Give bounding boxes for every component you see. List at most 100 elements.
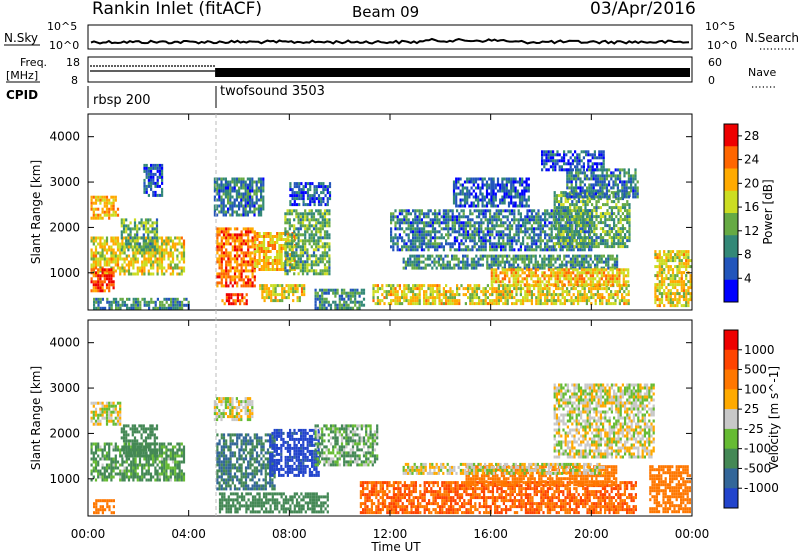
data-cell (581, 299, 584, 303)
data-cell (506, 236, 509, 240)
data-cell (412, 242, 415, 246)
data-cell (306, 239, 309, 243)
data-cell (554, 266, 557, 270)
data-cell (125, 269, 128, 273)
data-cell (412, 227, 415, 231)
data-cell (253, 248, 256, 252)
data-cell (600, 257, 603, 261)
data-cell (282, 247, 285, 250)
data-cell (225, 269, 228, 273)
data-cell (265, 250, 268, 253)
data-cell (127, 236, 131, 240)
data-cell (592, 171, 595, 175)
data-cell (583, 287, 586, 291)
data-cell (247, 242, 250, 246)
data-cell (448, 260, 451, 264)
data-cell (258, 262, 261, 265)
data-cell (458, 302, 461, 306)
data-cell (381, 284, 384, 288)
data-cell (588, 299, 591, 303)
data-cell (123, 245, 126, 249)
data-cell (256, 232, 259, 235)
data-cell (149, 239, 152, 243)
data-cell (220, 278, 223, 282)
data-cell (283, 290, 286, 294)
data-cell (123, 257, 126, 261)
data-cell (338, 294, 341, 298)
data-cell (613, 280, 617, 284)
data-cell (255, 207, 258, 211)
data-cell (449, 296, 452, 300)
data-cell (233, 248, 237, 252)
data-cell (604, 203, 607, 207)
data-cell (334, 294, 337, 298)
data-cell (158, 193, 161, 197)
data-cell (407, 284, 410, 288)
data-cell (515, 224, 518, 228)
data-cell (405, 227, 408, 231)
data-cell (599, 174, 602, 178)
data-cell (512, 257, 515, 261)
data-cell (383, 296, 386, 300)
data-cell (582, 221, 585, 225)
data-cell (222, 198, 225, 202)
data-cell (233, 183, 236, 187)
data-cell (574, 257, 577, 261)
data-cell (293, 235, 296, 238)
data-cell (591, 221, 594, 225)
data-cell (535, 215, 538, 219)
data-cell (240, 236, 243, 240)
data-cell (404, 263, 407, 267)
data-cell (590, 296, 593, 300)
data-cell (147, 269, 150, 273)
data-cell (290, 245, 294, 249)
data-cell (471, 245, 474, 249)
data-cell (568, 248, 571, 252)
data-cell (482, 302, 485, 306)
data-cell (244, 195, 247, 199)
data-cell (405, 248, 408, 252)
data-cell (588, 236, 591, 240)
data-cell (591, 268, 595, 272)
data-cell (411, 260, 414, 264)
data-cell (129, 221, 132, 225)
data-cell (349, 306, 352, 310)
data-cell (566, 221, 569, 225)
data-cell (312, 218, 316, 222)
data-cell (547, 254, 550, 258)
data-cell (260, 207, 263, 211)
data-cell (272, 284, 275, 288)
data-cell (320, 182, 323, 186)
data-cell (544, 218, 547, 222)
data-cell (597, 177, 600, 181)
data-cell (446, 263, 449, 267)
data-cell (423, 302, 426, 306)
data-cell (420, 221, 423, 225)
data-cell (296, 284, 299, 288)
data-cell (442, 227, 445, 231)
data-cell (405, 293, 408, 297)
data-cell (312, 236, 316, 240)
data-cell (216, 213, 219, 217)
data-cell (110, 271, 113, 275)
data-cell (108, 283, 111, 287)
data-cell (154, 242, 157, 246)
data-cell (558, 212, 561, 216)
data-cell (445, 293, 448, 297)
beam-title: Beam 09 (352, 3, 419, 21)
data-cell (278, 259, 281, 262)
data-cell (213, 183, 216, 187)
data-cell (293, 239, 296, 243)
data-cell (416, 293, 419, 297)
data-cell (262, 177, 265, 181)
data-cell (315, 248, 318, 252)
data-cell (597, 197, 600, 201)
data-cell (429, 293, 432, 297)
data-cell (101, 207, 104, 211)
data-cell (411, 263, 414, 267)
data-cell (596, 287, 599, 291)
data-cell (579, 221, 582, 225)
data-cell (227, 183, 230, 187)
data-cell (229, 263, 232, 267)
data-cell (591, 236, 594, 240)
